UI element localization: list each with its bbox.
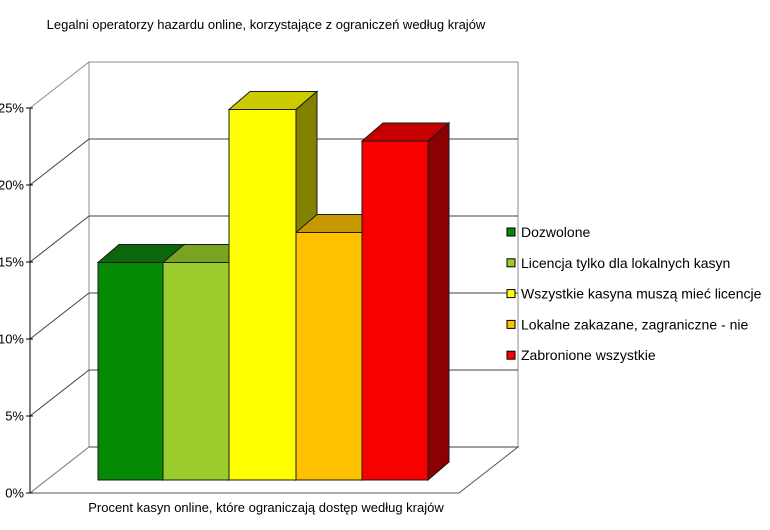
wall-gridline-25% [29, 61, 90, 109]
legend-item: Dozwolone [506, 224, 590, 240]
y-axis-tick-label: 0% [5, 486, 24, 501]
chart-title: Legalni operatorzy hazardu online, korzy… [47, 17, 486, 32]
x-axis-title: Procent kasyn online, które ograniczają … [88, 500, 444, 515]
y-axis-tick-label: 15% [0, 255, 24, 270]
legend-label: Licencja tylko dla lokalnych kasyn [521, 255, 730, 271]
chart-legend: Dozwolone Licencja tylko dla lokalnych ka… [506, 224, 762, 363]
y-axis-tick-label: 25% [0, 101, 24, 116]
bar-1-front-face [97, 262, 164, 481]
y-axis-tick-label: 10% [0, 332, 24, 347]
legend-item: Zabronione wszystkie [506, 347, 656, 363]
bar-2-front-face [162, 262, 230, 481]
y-axis-tick-label: 20% [0, 178, 24, 193]
bar-3-front-face [228, 109, 297, 481]
wall-gridline-10% [29, 292, 90, 340]
legend-item: Lokalne zakazane, zagraniczne - nie [506, 316, 748, 332]
legend-swatch-orange [506, 319, 516, 329]
wall-gridline-15% [29, 215, 90, 263]
legend-label: Zabronione wszystkie [521, 347, 656, 363]
legend-label: Lokalne zakazane, zagraniczne - nie [521, 316, 748, 332]
legend-label: Wszystkie kasyna muszą mieć licencje [521, 286, 762, 302]
legend-swatch-yellow [506, 289, 516, 299]
legend-label: Dozwolone [521, 224, 590, 240]
chart-bars [96, 90, 451, 482]
bar-4-front-face [295, 232, 363, 481]
bar-5-front-face [361, 140, 429, 481]
bar-5-side-face [427, 121, 450, 482]
legend-swatch-dark-green [506, 227, 516, 237]
wall-gridline-5% [29, 369, 90, 417]
wall-gridline-20% [29, 138, 90, 186]
y-axis-tick-label: 5% [5, 409, 24, 424]
legend-item: Licencja tylko dla lokalnych kasyn [506, 255, 730, 271]
legend-swatch-yellow-green [506, 258, 516, 268]
legend-swatch-red [506, 350, 516, 360]
wall-gridline-0% [29, 446, 90, 494]
legend-item: Wszystkie kasyna muszą mieć licencje [506, 286, 762, 302]
